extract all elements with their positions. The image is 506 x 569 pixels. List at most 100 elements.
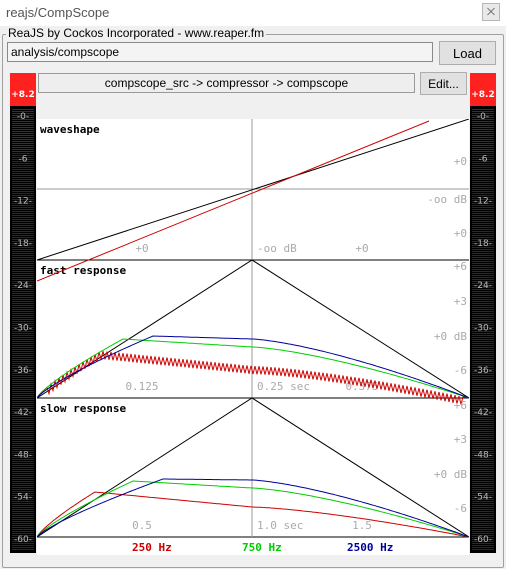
meter-scale-label: -6 <box>479 154 488 164</box>
meter-segment <box>472 477 494 478</box>
meter-segment <box>472 259 494 260</box>
y-tick-label: +3 <box>454 295 467 308</box>
meter-segment <box>12 261 34 262</box>
meter-segment <box>12 327 34 328</box>
meter-segment <box>472 421 494 422</box>
meter-segment <box>472 325 494 326</box>
window-title: reajs/CompScope <box>6 5 110 20</box>
meter-segment <box>472 151 494 152</box>
meter-segment <box>472 515 494 516</box>
meter-segment <box>472 493 494 494</box>
meter-segment <box>472 433 494 434</box>
meter-segment <box>12 401 34 402</box>
meter-segment <box>12 365 34 366</box>
meter-segment <box>472 535 494 536</box>
meter-segment <box>12 489 34 490</box>
meter-segment <box>12 283 34 284</box>
meter-segment <box>12 359 34 360</box>
meter-segment <box>472 337 494 338</box>
panel-title: slow response <box>40 402 126 415</box>
meter-segment <box>12 483 34 484</box>
meter-segment <box>12 263 34 264</box>
meter-segment <box>12 355 34 356</box>
meter-segment <box>472 297 494 298</box>
meter-segment <box>12 441 34 442</box>
meter-segment <box>472 399 494 400</box>
meter-segment <box>472 241 494 242</box>
meter-segment <box>472 333 494 334</box>
meter-segment <box>12 515 34 516</box>
edit-button[interactable]: Edit... <box>420 72 467 95</box>
meter-segment <box>472 443 494 444</box>
meter-segment <box>472 507 494 508</box>
meter-segment <box>472 155 494 156</box>
meter-segment <box>12 389 34 390</box>
meter-segment <box>472 403 494 404</box>
meter-segment <box>12 459 34 460</box>
meter-segment <box>12 503 34 504</box>
meter-segment <box>472 283 494 284</box>
meter-segment <box>472 307 494 308</box>
meter-segment <box>12 499 34 500</box>
load-button[interactable]: Load <box>439 41 496 65</box>
meter-segment <box>12 533 34 534</box>
meter-segment <box>12 393 34 394</box>
meter-segment <box>472 201 494 202</box>
x-tick-label: +0 <box>355 242 368 255</box>
meter-segment <box>472 461 494 462</box>
meter-segment <box>12 223 34 224</box>
meter-segment <box>472 523 494 524</box>
y-tick-label: -6 <box>454 502 467 515</box>
meter-segment <box>472 547 494 548</box>
meter-segment <box>472 309 494 310</box>
meter-clip-indicator <box>10 73 36 106</box>
meter-segment <box>472 131 494 132</box>
meter-segment <box>12 193 34 194</box>
meter-segment <box>12 227 34 228</box>
y-tick-label: +6 <box>454 399 467 412</box>
meter-segment <box>472 401 494 402</box>
meter-scale-label: -54- <box>14 493 32 503</box>
meter-segment <box>12 363 34 364</box>
x-tick-label: -oo dB <box>257 242 297 255</box>
meter-segment <box>12 115 34 116</box>
meter-segment <box>12 415 34 416</box>
meter-segment <box>12 537 34 538</box>
meter-segment <box>472 159 494 160</box>
meter-segment <box>472 531 494 532</box>
effect-path-field[interactable]: analysis/compscope <box>7 42 433 62</box>
meter-segment <box>472 529 494 530</box>
meter-segment <box>12 405 34 406</box>
meter-segment <box>472 287 494 288</box>
meter-segment <box>12 505 34 506</box>
meter-segment <box>12 429 34 430</box>
meter-segment <box>12 129 34 130</box>
meter-segment <box>12 221 34 222</box>
meter-segment <box>472 527 494 528</box>
meter-segment <box>12 399 34 400</box>
close-icon[interactable] <box>482 3 500 21</box>
meter-segment <box>12 525 34 526</box>
meter-segment <box>472 145 494 146</box>
meter-segment <box>12 267 34 268</box>
meter-segment <box>12 125 34 126</box>
meter-scale-label: -18- <box>14 239 32 249</box>
meter-segment <box>472 473 494 474</box>
meter-segment <box>472 483 494 484</box>
meter-segment <box>12 273 34 274</box>
meter-segment <box>472 505 494 506</box>
meter-segment <box>12 473 34 474</box>
meter-segment <box>12 303 34 304</box>
chain-display: compscope_src -> compressor -> compscope <box>38 73 415 93</box>
meter-segment <box>12 171 34 172</box>
envelope-triangle <box>37 259 469 399</box>
meter-segment <box>12 471 34 472</box>
meter-segment <box>12 275 34 276</box>
meter-segment <box>472 445 494 446</box>
meter-segment <box>12 347 34 348</box>
meter-segment <box>472 475 494 476</box>
meter-segment <box>12 495 34 496</box>
meter-segment <box>12 147 34 148</box>
meter-segment <box>12 237 34 238</box>
scope-panel: waveshape +0 -oo dB +0 <box>37 119 469 261</box>
